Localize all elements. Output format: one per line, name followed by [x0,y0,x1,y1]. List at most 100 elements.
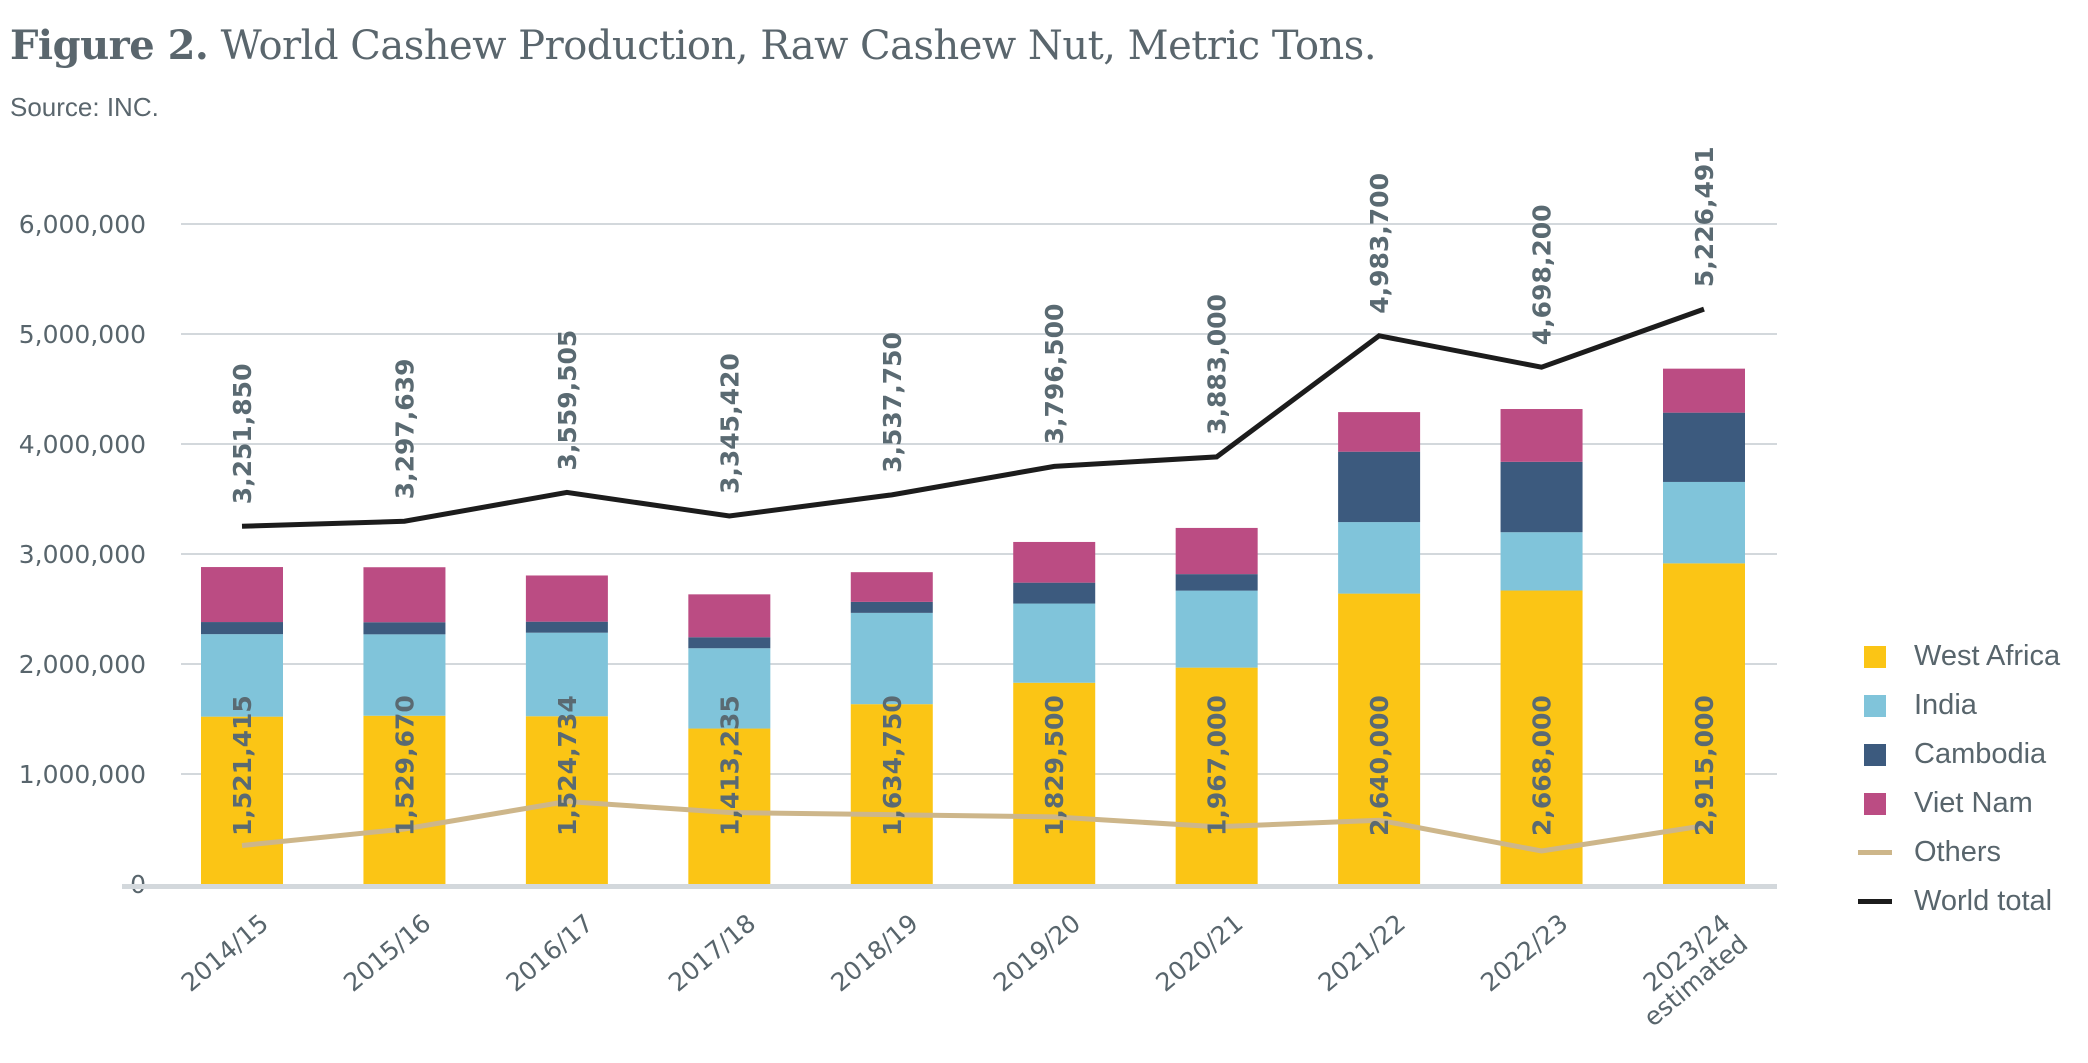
x-tick-label: 2022/23 [1475,908,1573,997]
x-tick-line: 2020/21 [1150,908,1248,997]
bar-segment-cambodia [688,637,771,649]
x-tick-line: 2016/17 [501,908,599,997]
line-others [241,798,1705,854]
x-axis: 2014/15 2015/16 2016/17 2017/18 2018/19 2019/… [176,908,1754,1032]
legend-item: Viet Nam [1858,779,2060,828]
bar-segment-viet-nam [201,567,283,623]
y-tick-label: 3,000,000 [19,540,146,569]
bar-segment-india [1013,603,1096,683]
x-tick-label: 2016/17 [501,908,599,997]
x-tick-label: 2021/22 [1313,908,1411,997]
world-total-value-label: 3,297,639 [390,358,419,499]
line-world-total [241,306,1705,529]
x-tick-label: 2017/18 [663,908,761,997]
legend-label: Others [1914,836,2002,868]
west-africa-value-label: 2,640,000 [1365,695,1394,836]
west-africa-value-label: 2,668,000 [1528,695,1557,836]
world-total-value-label: 3,345,420 [715,353,744,494]
bar-segment-west-africa [201,716,283,884]
world-total-value-label: 5,226,491 [1690,146,1719,287]
world-total-value-label: 3,251,850 [228,364,257,505]
bar-segment-west-africa [1175,667,1258,884]
bar-segment-india [201,634,283,717]
series-lines [241,306,1705,854]
legend-label: West Africa [1914,640,2061,672]
world-total-value-label: 3,537,750 [878,332,907,473]
y-tick-label: 2,000,000 [19,650,146,679]
bar-segment-cambodia [850,601,933,613]
chart-title: Figure 2. World Cashew Production, Raw C… [10,22,1377,69]
world-total-value-label: 4,698,200 [1528,204,1557,345]
bar-segment-india [1663,481,1745,564]
world-total-value-label: 3,796,500 [1040,304,1069,445]
legend-item: India [1858,681,2060,730]
west-africa-value-label: 2,915,000 [1690,695,1719,836]
west-africa-value-label: 1,829,500 [1040,695,1069,836]
figure-number: Figure 2. [10,22,209,69]
y-tick-label: 1,000,000 [19,760,146,789]
legend-label: Cambodia [1914,738,2047,770]
bar-segment-india [688,648,771,729]
x-tick-line: 2019/20 [988,908,1086,997]
y-tick-label: 5,000,000 [19,320,146,349]
west-africa-value-label: 1,524,734 [553,695,582,836]
bar-segment-viet-nam [1175,527,1258,575]
bar-segment-west-africa [850,704,933,884]
bar-segment-india [1338,522,1421,594]
bar-segment-cambodia [525,621,608,633]
bar-segment-viet-nam [1663,368,1745,413]
bar-segment-viet-nam [525,575,608,622]
bar-segment-cambodia [1500,461,1583,533]
x-axis-line [122,884,1777,889]
bar-segment-india [525,632,608,717]
x-tick-line: 2022/23 [1475,908,1573,997]
data-labels: 1,521,415 1,529,670 1,524,734 1,413,235 1,63… [228,146,1719,836]
legend-swatch-icon [1864,645,1886,668]
y-tick-label: 6,000,000 [19,210,146,239]
bar-segment-viet-nam [1013,541,1096,583]
legend: West Africa India Cambodia Viet Nam Others Wo… [1858,632,2060,926]
bar-segment-cambodia [363,622,446,635]
legend-line-icon [1858,899,1892,904]
west-africa-value-label: 1,529,670 [390,695,419,836]
bar-segment-india [363,634,446,716]
bar-segment-india [1500,532,1583,591]
bar-segment-west-africa [1013,682,1096,884]
bar-segment-cambodia [1013,582,1096,604]
bar-segment-cambodia [201,622,283,635]
bar-segment-viet-nam [1338,412,1421,452]
x-tick-line: 2021/22 [1313,908,1411,997]
legend-label: World total [1914,885,2053,917]
legend-line-icon [1858,850,1892,855]
world-total-value-label: 3,559,505 [553,330,582,471]
bar-segment-cambodia [1663,412,1745,482]
west-africa-value-label: 1,413,235 [715,695,744,836]
bar-segment-viet-nam [363,567,446,623]
legend-swatch-icon [1864,694,1886,717]
figure-title-text: World Cashew Production, Raw Cashew Nut,… [220,23,1377,69]
x-tick-line: 2015/16 [338,908,436,997]
bars [201,368,1745,884]
x-tick-label: 2014/15 [176,908,274,997]
bar-segment-india [1175,590,1258,668]
bar-segment-cambodia [1175,574,1258,591]
x-tick-label: 2015/16 [338,908,436,997]
x-tick-line: 2018/19 [825,908,923,997]
legend-swatch-icon [1864,743,1886,766]
x-tick-label: 2018/19 [825,908,923,997]
chart-source: Source: INC. [10,92,159,122]
west-africa-value-label: 1,634,750 [878,695,907,836]
bar-segment-viet-nam [1500,409,1583,462]
x-tick-line: 2014/15 [176,908,274,997]
x-tick-label: 2020/21 [1150,908,1248,997]
legend-swatch-icon [1864,792,1886,815]
bar-segment-west-africa [1500,590,1583,884]
bar-segment-west-africa [363,715,446,884]
world-total-value-label: 4,983,700 [1365,173,1394,314]
legend-item: World total [1858,877,2060,926]
bar-segment-viet-nam [850,572,933,602]
x-tick-label: 2023/24estimated [1621,908,1753,1032]
west-africa-value-label: 1,967,000 [1203,695,1232,836]
bar-segment-india [850,612,933,705]
west-africa-value-label: 1,521,415 [228,695,257,836]
